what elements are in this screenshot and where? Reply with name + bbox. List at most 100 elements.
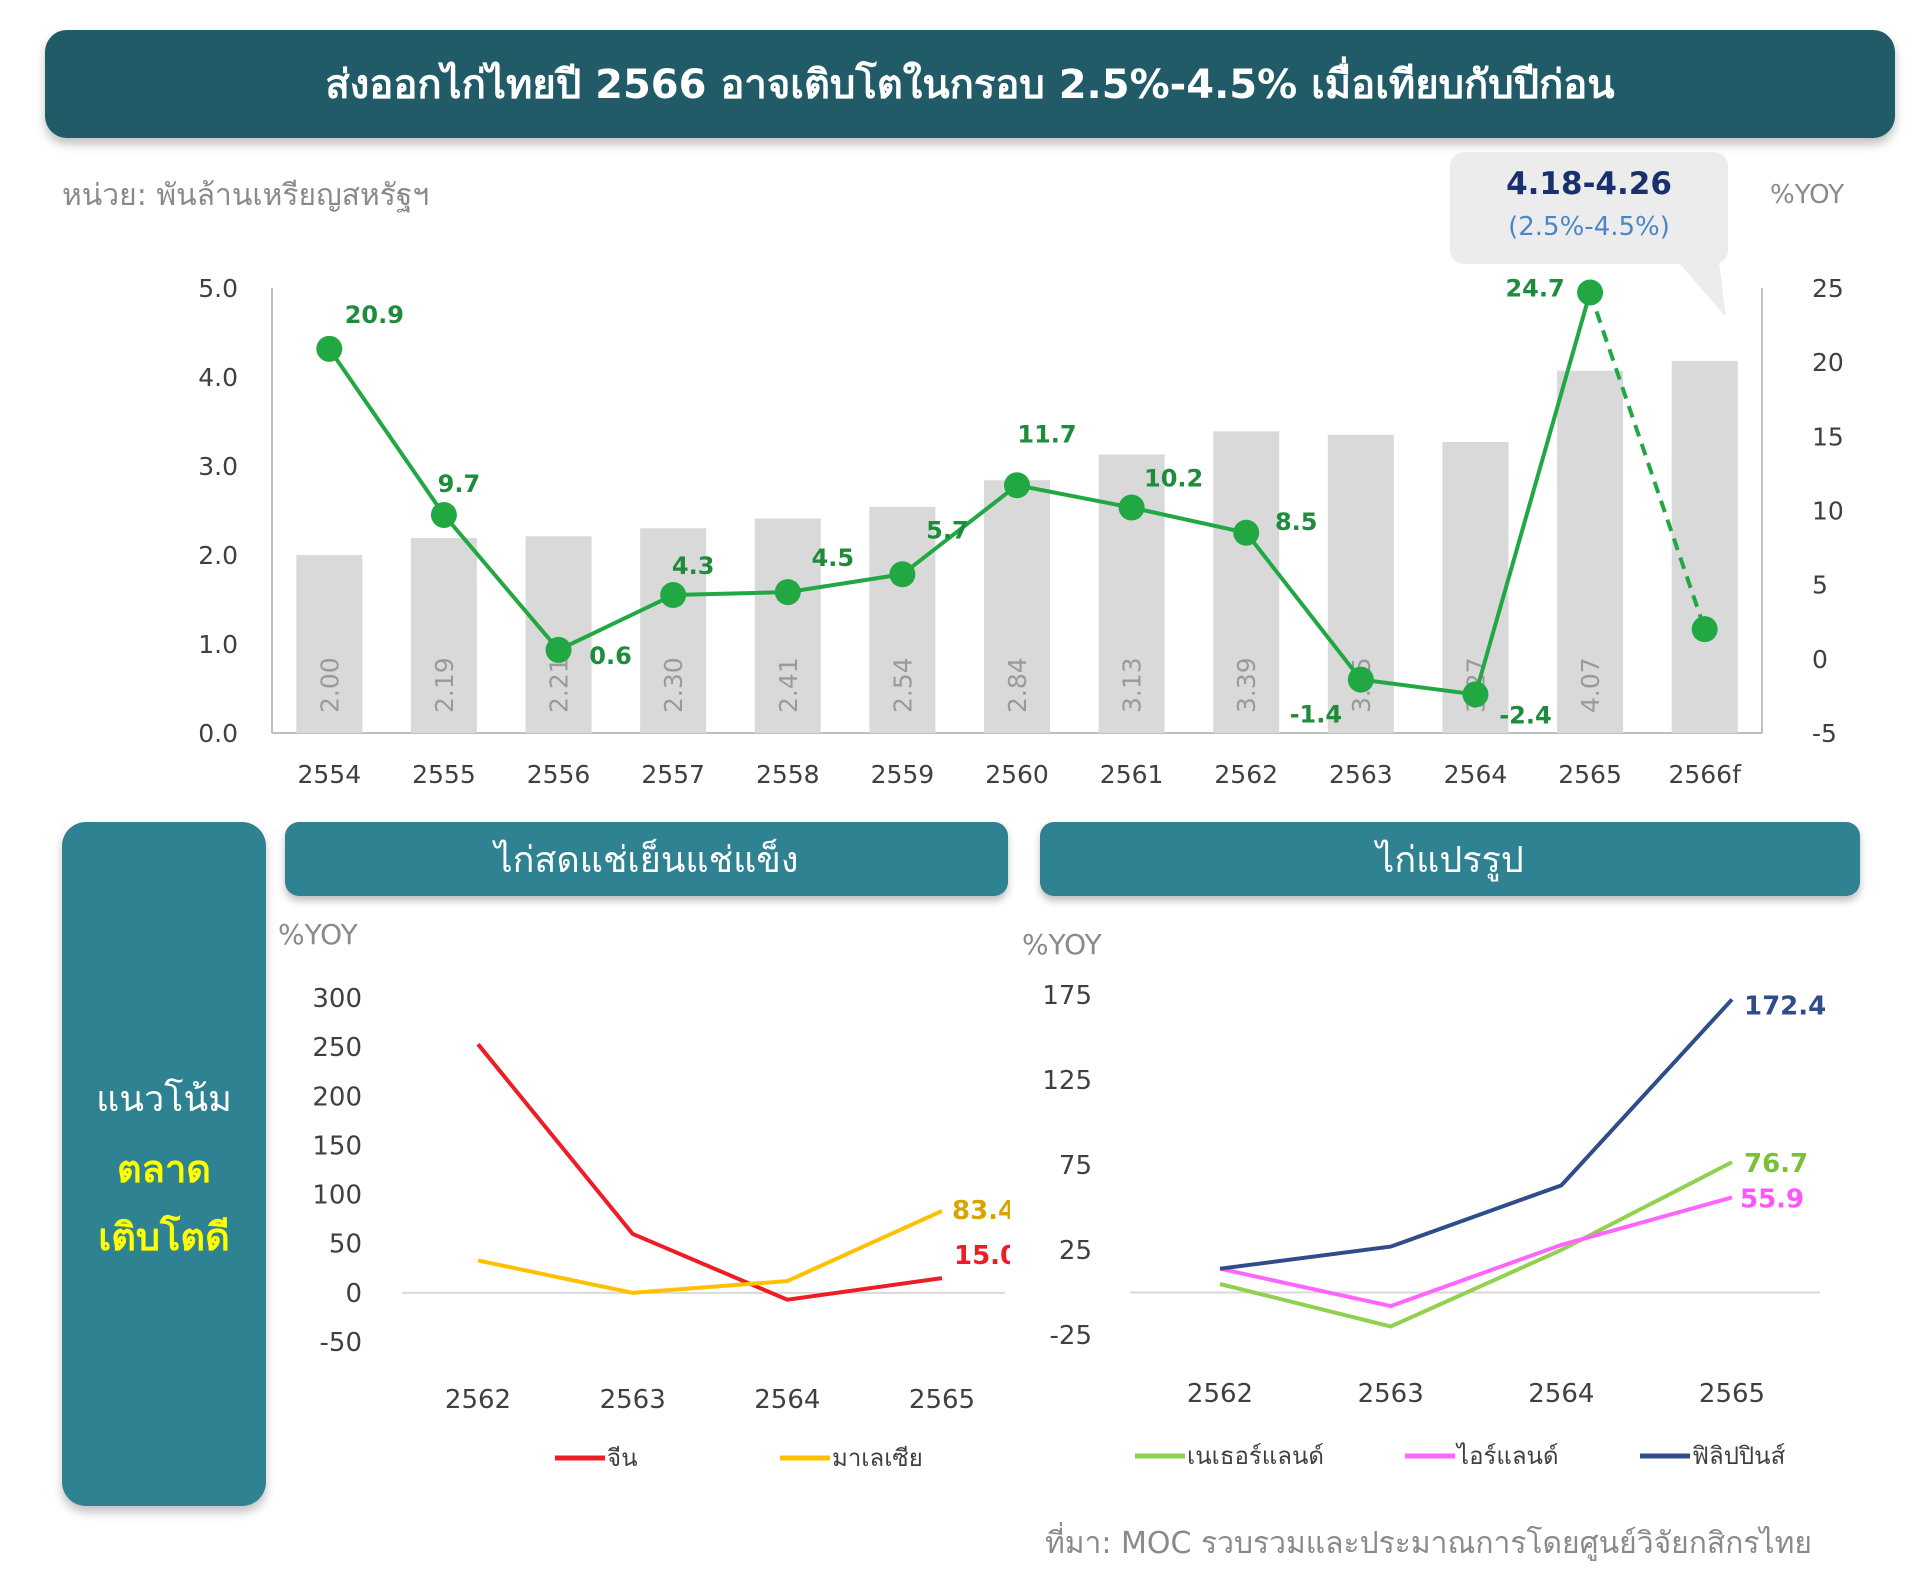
processed-header: ไก่แปรรูป [1040, 822, 1860, 896]
main-x-tick: 2554 [297, 760, 361, 789]
growth-point [774, 579, 801, 606]
main-y2-tick: 0 [1812, 645, 1828, 674]
series-line [1219, 1195, 1733, 1309]
main-chart: 0.0 1.0 2.0 3.0 4.0 5.0 -5 0 5 10 15 20 25 2.00 2554 2.… [198, 274, 1844, 789]
main-x-tick: 2558 [756, 760, 820, 789]
x-tick: 2564 [1528, 1379, 1594, 1409]
main-x-tick: 2566f [1668, 760, 1742, 789]
growth-label: 20.9 [345, 301, 404, 329]
growth-label: 8.5 [1275, 508, 1318, 536]
unit-label: หน่วย: พันล้านเหรียญสหรัฐฯ [62, 178, 430, 213]
bar [1213, 431, 1280, 733]
x-tick: 2565 [909, 1385, 975, 1415]
fresh-frozen-ylabel: %YOY [278, 918, 358, 951]
growth-point [889, 561, 916, 588]
trend-box: แนวโน้ม ตลาด เติบโตดี [62, 822, 266, 1506]
bar-value-label: 2.19 [430, 657, 459, 713]
main-x-tick: 2562 [1214, 760, 1278, 789]
bar-value-label: 2.30 [659, 657, 688, 713]
series-end-label: 15.0 [954, 1241, 1010, 1271]
y-tick: 75 [1059, 1151, 1092, 1181]
bar-value-label: 4.07 [1576, 657, 1605, 713]
main-x-tick: 2555 [412, 760, 476, 789]
processed-ylabel: %YOY [1022, 928, 1102, 961]
growth-point [1118, 494, 1145, 521]
main-x-tick: 2559 [871, 760, 935, 789]
main-y-tick: 2.0 [198, 541, 238, 570]
growth-point [1691, 616, 1718, 643]
series-end-label: 55.9 [1740, 1184, 1804, 1214]
main-y-tick: 1.0 [198, 630, 238, 659]
bar [525, 536, 592, 733]
series-line [476, 1042, 943, 1302]
y-tick: 50 [329, 1230, 362, 1260]
y-tick: 200 [312, 1082, 362, 1112]
y-tick: 150 [312, 1131, 362, 1161]
main-y2-tick: 20 [1812, 348, 1844, 377]
growth-point [660, 582, 687, 609]
y-tick: -25 [1050, 1321, 1092, 1351]
trend-line1: แนวโน้ม [96, 1079, 232, 1120]
growth-point [545, 636, 572, 663]
growth-point [1577, 279, 1604, 306]
bar [640, 528, 707, 733]
growth-label: 0.6 [589, 642, 632, 670]
callout-growth: (2.5%-4.5%) [1508, 212, 1670, 242]
growth-label: 4.5 [812, 544, 855, 572]
x-tick: 2562 [445, 1385, 511, 1415]
bar-value-label: 2.84 [1003, 657, 1032, 713]
growth-label: 24.7 [1505, 274, 1564, 302]
bar [296, 555, 363, 733]
bar-value-label: 3.39 [1232, 657, 1261, 713]
x-tick: 2565 [1699, 1379, 1765, 1409]
series-end-label: 76.7 [1744, 1149, 1808, 1179]
main-y2-tick: 10 [1812, 497, 1844, 526]
growth-point [1233, 519, 1260, 546]
x-tick: 2563 [1358, 1379, 1424, 1409]
bar-value-label: 2.41 [774, 657, 803, 713]
bar-value-label: 2.00 [315, 657, 344, 713]
legend-label: ไอร์แลนด์ [1455, 1442, 1559, 1470]
growth-label: 4.3 [672, 552, 715, 580]
y-tick: -50 [320, 1328, 362, 1358]
bar [1557, 370, 1624, 733]
main-x-tick: 2557 [641, 760, 705, 789]
y-tick: 250 [312, 1033, 362, 1063]
processed-chart: 175 125 75 25 -25 2562 2563 2564 2565 76.7 เนเธอร์… [1042, 981, 1826, 1470]
main-y2-tick: 25 [1812, 274, 1844, 303]
bar-value-label: 2.21 [545, 657, 574, 713]
bar [754, 518, 821, 733]
growth-point [430, 501, 457, 528]
y-tick: 0 [345, 1279, 362, 1309]
growth-label: -1.4 [1290, 701, 1342, 729]
legend-label: ฟิลิปปินส์ [1692, 1442, 1786, 1470]
legend-label: จีน [607, 1444, 637, 1472]
y-tick: 300 [312, 984, 362, 1014]
y-tick: 125 [1042, 1066, 1092, 1096]
bar [869, 506, 936, 733]
series-line [1219, 1160, 1733, 1329]
growth-label: 5.7 [926, 516, 969, 544]
main-y-tick: 5.0 [198, 274, 238, 303]
fresh-frozen-chart: 300 250 200 150 100 50 0 -50 2562 2563 2564 2565 15.… [312, 984, 1010, 1472]
legend-label: เนเธอร์แลนด์ [1187, 1442, 1324, 1470]
main-y2-label: %YOY [1770, 180, 1845, 210]
page-title: ส่งออกไก่ไทยปี 2566 อาจเติบโตในกรอบ 2.5%… [45, 30, 1895, 138]
legend-label: มาเลเซีย [832, 1444, 923, 1472]
bar [1671, 360, 1738, 733]
growth-point [1347, 666, 1374, 693]
trend-line2: ตลาด [117, 1147, 211, 1191]
main-x-tick: 2561 [1100, 760, 1164, 789]
series-end-label: 172.4 [1744, 991, 1826, 1021]
main-y2-tick: -5 [1812, 719, 1837, 748]
bar-value-label: 3.13 [1118, 657, 1147, 713]
main-x-tick: 2564 [1444, 760, 1508, 789]
y-tick: 25 [1059, 1236, 1092, 1266]
series-line [1219, 998, 1734, 1271]
growth-label: 11.7 [1017, 420, 1076, 448]
bar-value-label: 2.54 [888, 657, 917, 713]
y-tick: 100 [312, 1181, 362, 1211]
growth-point [1004, 472, 1030, 499]
growth-label: 10.2 [1144, 465, 1203, 493]
callout-value: 4.18-4.26 [1506, 166, 1672, 202]
